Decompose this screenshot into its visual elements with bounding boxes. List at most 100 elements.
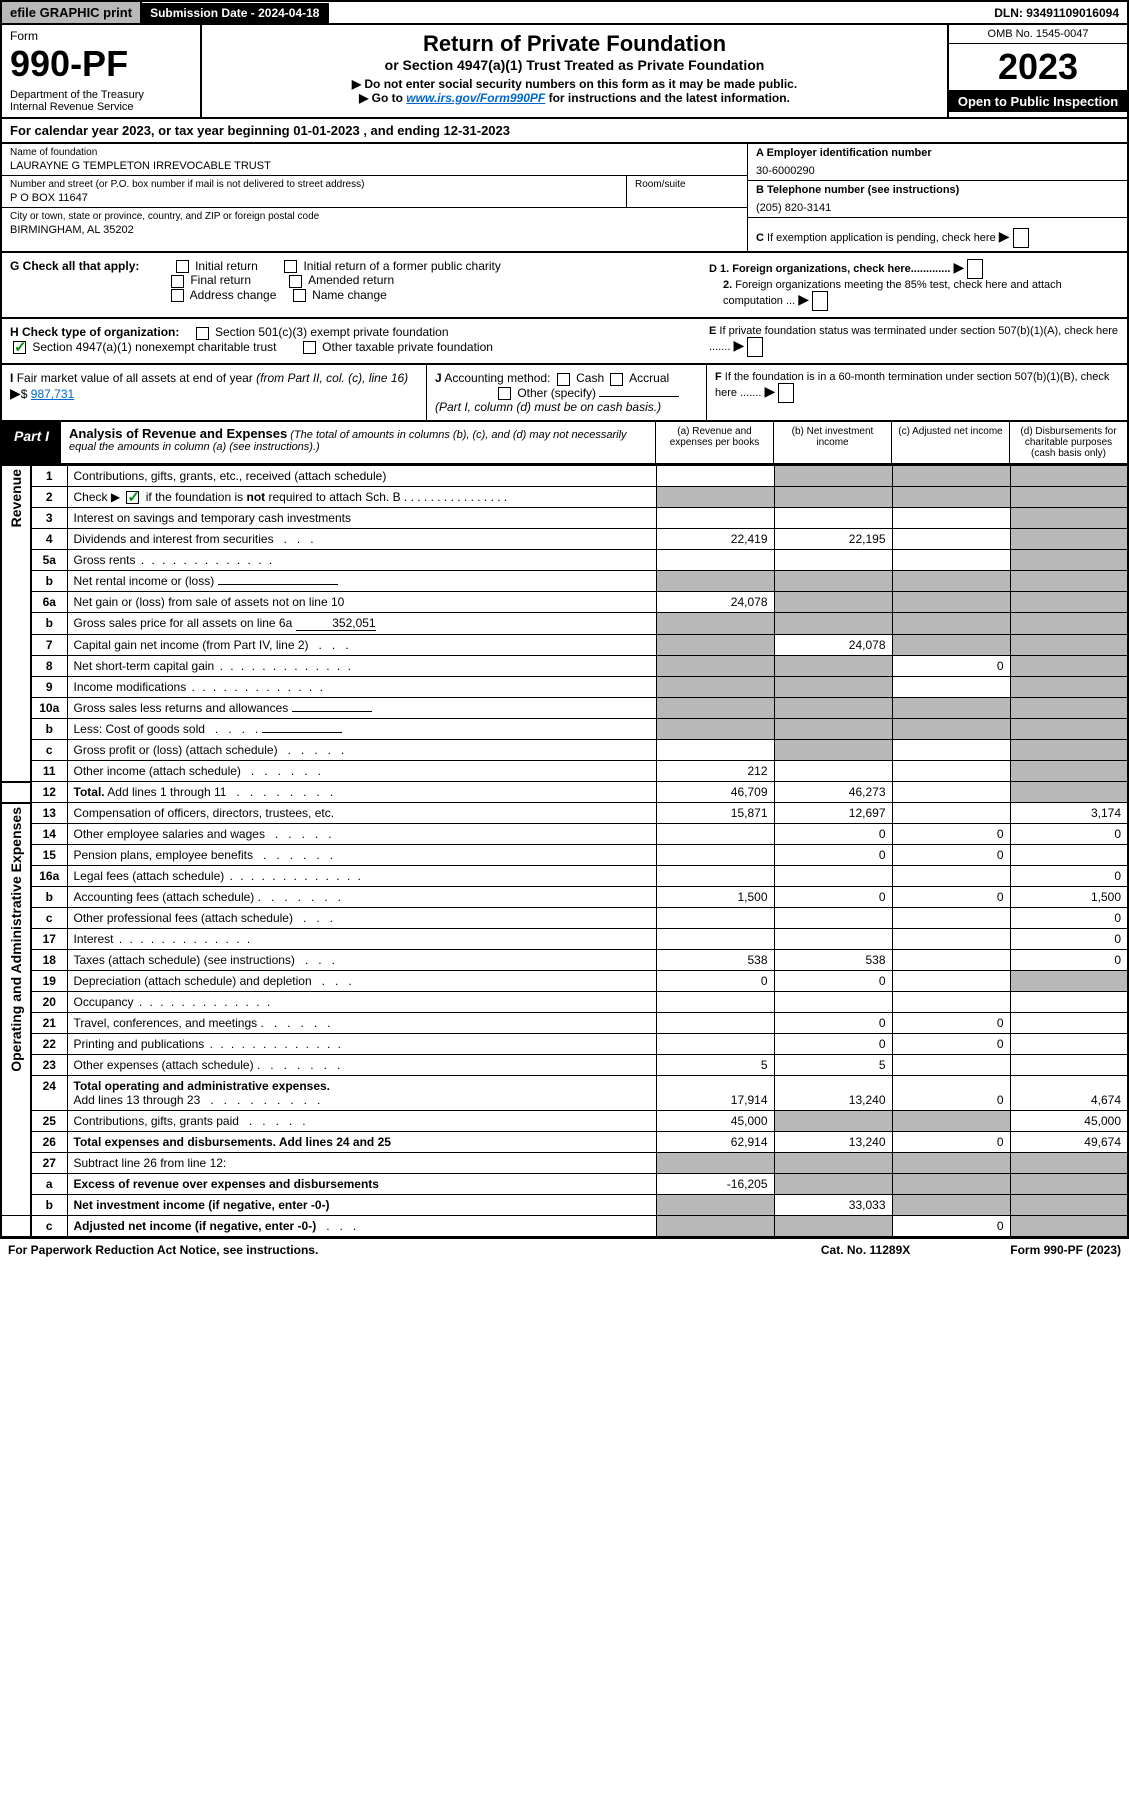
section-h-e: H Check type of organization: Section 50… <box>0 319 1129 365</box>
section-g-d: G Check all that apply: Initial return I… <box>0 253 1129 319</box>
row-7-desc: Capital gain net income (from Part IV, l… <box>67 635 656 656</box>
fmv-value[interactable]: 987,731 <box>31 387 74 401</box>
row-24-desc: Total operating and administrative expen… <box>67 1076 656 1111</box>
efile-print-button[interactable]: efile GRAPHIC print <box>2 2 142 23</box>
cb-initial-former[interactable] <box>284 260 297 273</box>
cb-name-change[interactable] <box>293 289 306 302</box>
city-label: City or town, state or province, country… <box>10 211 739 222</box>
foundation-name: LAURAYNE G TEMPLETON IRREVOCABLE TRUST <box>10 160 739 172</box>
part1-label: Part I <box>2 422 61 463</box>
cb-85pct[interactable] <box>812 291 828 311</box>
row-13-desc: Compensation of officers, directors, tru… <box>67 803 656 824</box>
goto-note: ▶ Go to www.irs.gov/Form990PF for instru… <box>208 91 941 105</box>
address: P O BOX 11647 <box>10 192 618 204</box>
row-18-desc: Taxes (attach schedule) (see instruction… <box>67 950 656 971</box>
submission-date: Submission Date - 2024-04-18 <box>142 3 329 23</box>
row-27b-desc: Net investment income (if negative, ente… <box>67 1195 656 1216</box>
row-19-desc: Depreciation (attach schedule) and deple… <box>67 971 656 992</box>
ssn-note: ▶ Do not enter social security numbers o… <box>208 77 941 91</box>
irs-link[interactable]: www.irs.gov/Form990PF <box>406 91 545 105</box>
cb-4947a1[interactable] <box>13 341 26 354</box>
row-27a-desc: Excess of revenue over expenses and disb… <box>67 1174 656 1195</box>
row-16b-desc: Accounting fees (attach schedule) . . . … <box>67 887 656 908</box>
cb-addr-change[interactable] <box>171 289 184 302</box>
footer-center: Cat. No. 11289X <box>821 1243 910 1257</box>
cb-sch-b[interactable] <box>126 491 139 504</box>
form-label: Form <box>10 29 192 43</box>
row-15-desc: Pension plans, employee benefits . . . .… <box>67 845 656 866</box>
row-9-desc: Income modifications <box>67 677 656 698</box>
form-number: 990-PF <box>10 43 192 85</box>
footer-left: For Paperwork Reduction Act Notice, see … <box>8 1243 318 1257</box>
form-header: Form 990-PF Department of the Treasury I… <box>0 25 1129 119</box>
cb-initial-return[interactable] <box>176 260 189 273</box>
row-1-desc: Contributions, gifts, grants, etc., rece… <box>67 466 656 487</box>
row-17-desc: Interest <box>67 929 656 950</box>
cb-amended[interactable] <box>289 275 302 288</box>
row-22-desc: Printing and publications <box>67 1034 656 1055</box>
col-a-hdr: (a) Revenue and expenses per books <box>655 422 773 463</box>
cb-cash[interactable] <box>557 373 570 386</box>
row-20-desc: Occupancy <box>67 992 656 1013</box>
h-label: H Check type of organization: <box>10 325 179 339</box>
footer-right: Form 990-PF (2023) <box>1010 1243 1121 1257</box>
exemption-pending-label: C If exemption application is pending, c… <box>756 232 996 244</box>
row-6b-desc: Gross sales price for all assets on line… <box>67 613 656 635</box>
cb-60month[interactable] <box>778 383 794 403</box>
row-8-desc: Net short-term capital gain <box>67 656 656 677</box>
row-25-desc: Contributions, gifts, grants paid . . . … <box>67 1111 656 1132</box>
i-label: Fair market value of all assets at end o… <box>17 371 409 385</box>
d2-label: Foreign organizations meeting the 85% te… <box>723 279 1062 307</box>
city-state-zip: BIRMINGHAM, AL 35202 <box>10 224 739 236</box>
form-title: Return of Private Foundation <box>208 31 941 57</box>
row-16a-desc: Legal fees (attach schedule) <box>67 866 656 887</box>
row-3-desc: Interest on savings and temporary cash i… <box>67 508 656 529</box>
footer: For Paperwork Reduction Act Notice, see … <box>0 1238 1129 1261</box>
cb-final-return[interactable] <box>171 275 184 288</box>
cb-501c3[interactable] <box>196 327 209 340</box>
j-label: Accounting method: <box>444 371 550 385</box>
dln: DLN: 93491109016094 <box>986 3 1127 23</box>
row-16c-desc: Other professional fees (attach schedule… <box>67 908 656 929</box>
exemption-checkbox[interactable] <box>1013 228 1029 248</box>
ein-label: A Employer identification number <box>756 147 932 159</box>
row-21-desc: Travel, conferences, and meetings . . . … <box>67 1013 656 1034</box>
name-label: Name of foundation <box>10 147 739 158</box>
ein: 30-6000290 <box>756 165 1119 177</box>
expenses-side-label: Operating and Administrative Expenses <box>8 807 24 1072</box>
d1-label: D 1. Foreign organizations, check here..… <box>709 263 950 275</box>
calendar-year: For calendar year 2023, or tax year begi… <box>0 119 1129 144</box>
row-27-desc: Subtract line 26 from line 12: <box>67 1153 656 1174</box>
row-5a-desc: Gross rents <box>67 550 656 571</box>
row-10a-desc: Gross sales less returns and allowances <box>67 698 656 719</box>
revenue-side-label: Revenue <box>8 469 24 527</box>
j-note: (Part I, column (d) must be on cash basi… <box>435 400 661 414</box>
entity-block: Name of foundation LAURAYNE G TEMPLETON … <box>0 144 1129 253</box>
open-to-public: Open to Public Inspection <box>949 91 1127 112</box>
cb-other-taxable[interactable] <box>303 341 316 354</box>
part1-header: Part I Analysis of Revenue and Expenses … <box>0 422 1129 465</box>
part1-title: Analysis of Revenue and Expenses <box>69 426 287 441</box>
row-4-desc: Dividends and interest from securities .… <box>67 529 656 550</box>
row-23-desc: Other expenses (attach schedule) . . . .… <box>67 1055 656 1076</box>
col-c-hdr: (c) Adjusted net income <box>891 422 1009 463</box>
cb-other-method[interactable] <box>498 387 511 400</box>
phone-label: B Telephone number (see instructions) <box>756 184 959 196</box>
dept-treasury: Department of the Treasury Internal Reve… <box>10 89 192 113</box>
cb-accrual[interactable] <box>610 373 623 386</box>
tax-year: 2023 <box>949 44 1127 91</box>
cb-foreign-org[interactable] <box>967 259 983 279</box>
phone: (205) 820-3141 <box>756 202 1119 214</box>
col-b-hdr: (b) Net investment income <box>773 422 891 463</box>
omb-number: OMB No. 1545-0047 <box>949 25 1127 44</box>
top-bar: efile GRAPHIC print Submission Date - 20… <box>0 0 1129 25</box>
g-label: G Check all that apply: <box>10 259 139 273</box>
row-26-desc: Total expenses and disbursements. Add li… <box>67 1132 656 1153</box>
row-5b-desc: Net rental income or (loss) <box>67 571 656 592</box>
row-12-desc: Total. Add lines 1 through 11 . . . . . … <box>67 782 656 803</box>
e-label: If private foundation status was termina… <box>709 325 1118 353</box>
row-6a-desc: Net gain or (loss) from sale of assets n… <box>67 592 656 613</box>
cb-terminated[interactable] <box>747 337 763 357</box>
addr-label: Number and street (or P.O. box number if… <box>10 179 618 190</box>
row-14-desc: Other employee salaries and wages . . . … <box>67 824 656 845</box>
